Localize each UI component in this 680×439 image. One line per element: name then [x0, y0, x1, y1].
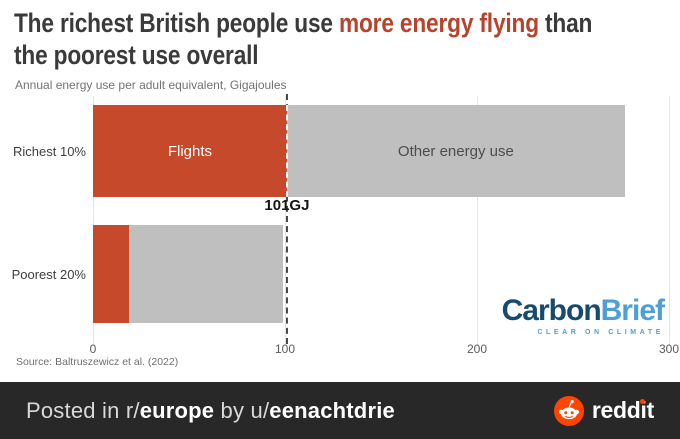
bar-chart: Richest 10% Flights Other energy use 101… — [0, 94, 680, 356]
chart-title: The richest British people use more ener… — [14, 8, 592, 72]
carbonbrief-tagline: CLEAR ON CLIMATE — [537, 329, 664, 336]
gridline — [477, 96, 478, 346]
title-accent: more energy flying — [339, 8, 539, 38]
bar-richest: Flights Other energy use — [93, 105, 625, 197]
bar-segment-poorest-other — [129, 225, 284, 323]
reference-line-label: 101GJ — [264, 197, 310, 214]
source-note: Source: Baltruszewicz et al. (2022) — [16, 356, 179, 368]
reference-line-white-dashes — [285, 105, 288, 197]
footer-prefix: Posted in r/ — [26, 397, 140, 423]
reddit-footer-bar: Posted in r/europe by u/eenachtdrie redd… — [0, 382, 680, 439]
x-tick-label: 100 — [274, 342, 296, 356]
carbonbrief-wordmark-brief: Brief — [600, 294, 665, 327]
x-tick-label: 0 — [89, 342, 97, 356]
reddit-snoo-icon — [553, 395, 584, 426]
category-label-poorest: Poorest 20% — [11, 266, 86, 282]
gridline — [285, 96, 286, 346]
bar-poorest — [93, 225, 284, 323]
other-segment-label: Other energy use — [397, 142, 514, 160]
footer-username: eenachtdrie — [269, 397, 395, 423]
category-label-richest: Richest 10% — [13, 143, 86, 159]
carbonbrief-wordmark-carbon: Carbon — [501, 294, 602, 327]
footer-subreddit: europe — [139, 397, 215, 423]
x-tick-label: 200 — [466, 342, 488, 356]
footer-middle: by u/ — [214, 397, 270, 423]
chart-subtitle: Annual energy use per adult equivalent, … — [15, 78, 287, 92]
flights-segment-label: Flights — [167, 142, 213, 160]
bar-segment-poorest-flights — [93, 225, 130, 323]
title-part-1: The richest British people use — [14, 8, 340, 38]
bar-segment-richest-other: Other energy use — [286, 105, 625, 197]
reddit-wordmark: reddit — [591, 397, 654, 423]
bar-segment-richest-flights: Flights — [93, 105, 287, 197]
carbonbrief-wordmark: CarbonBrief — [501, 294, 665, 327]
carbonbrief-logo: CarbonBrief CLEAR ON CLIMATE — [501, 294, 665, 337]
title-part-2: than — [538, 8, 593, 38]
gridline — [669, 96, 670, 346]
reference-line-101gj — [285, 94, 288, 344]
gridline — [93, 96, 94, 346]
footer-caption: Posted in r/europe by u/eenachtdrie — [26, 398, 395, 424]
title-line-2: the poorest use overall — [14, 39, 259, 70]
reddit-logo: reddit — [553, 395, 654, 426]
x-tick-label: 300 — [658, 342, 680, 356]
title-line-1: The richest British people use more ener… — [14, 8, 592, 40]
